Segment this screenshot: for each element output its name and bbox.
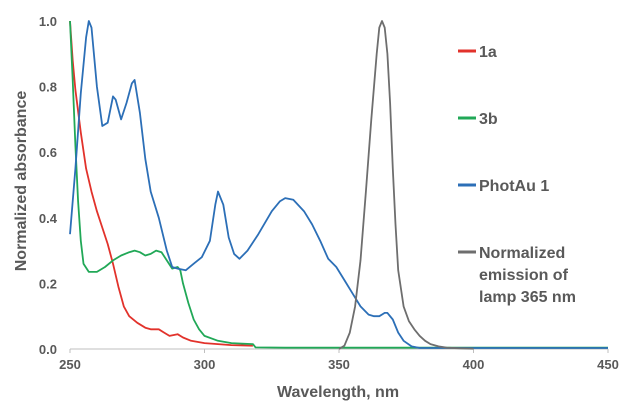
legend-label-line-3: lamp 365 nm	[479, 289, 576, 306]
x-tick-label-0: 250	[59, 357, 81, 372]
legend-label-lamp-emission: Normalized emission of lamp 365 nm	[479, 245, 576, 306]
legend-label-line-1: Normalized	[479, 245, 565, 262]
legend-label-3b: 3b	[479, 111, 498, 128]
x-tick-label-2: 350	[328, 357, 350, 372]
legend-item-1a[interactable]: 1a	[458, 44, 497, 61]
x-tick-label-1: 300	[194, 357, 216, 372]
y-tick-label-0: 0.0	[39, 342, 57, 357]
legend-label-1a: 1a	[479, 44, 497, 61]
legend-item-3b[interactable]: 3b	[458, 111, 498, 128]
legend-label-line-2: emission of	[479, 267, 569, 284]
x-tick-label-3: 400	[463, 357, 485, 372]
y-axis-ticks: 0.0 0.2 0.4 0.6 0.8 1.0	[39, 14, 58, 357]
y-tick-label-1: 0.2	[39, 276, 57, 291]
plot-area	[69, 20, 608, 350]
y-tick-label-3: 0.6	[39, 145, 57, 160]
legend-item-lamp-emission[interactable]: Normalized emission of lamp 365 nm	[458, 245, 576, 306]
legend-item-photau1[interactable]: PhotAu 1	[458, 178, 549, 195]
y-tick-label-5: 1.0	[39, 14, 57, 29]
x-tick-label-4: 450	[597, 357, 619, 372]
legend-label-photau1: PhotAu 1	[479, 178, 549, 195]
series-line-normalized-emission-of-lamp-365-nm	[338, 20, 474, 350]
y-tick-label-4: 0.8	[39, 80, 57, 95]
series-line-1a	[69, 20, 253, 347]
y-tick-label-2: 0.4	[39, 211, 58, 226]
series-line-3b	[69, 20, 608, 349]
series-line-photau-1	[69, 20, 608, 349]
legend: 1a 3b PhotAu 1 Normalized emission of la…	[458, 44, 576, 306]
x-axis-ticks: 250 300 350 400 450	[59, 349, 619, 372]
x-axis-title: Wavelength, nm	[277, 384, 399, 401]
y-axis-title: Normalized absorbance	[13, 91, 30, 272]
